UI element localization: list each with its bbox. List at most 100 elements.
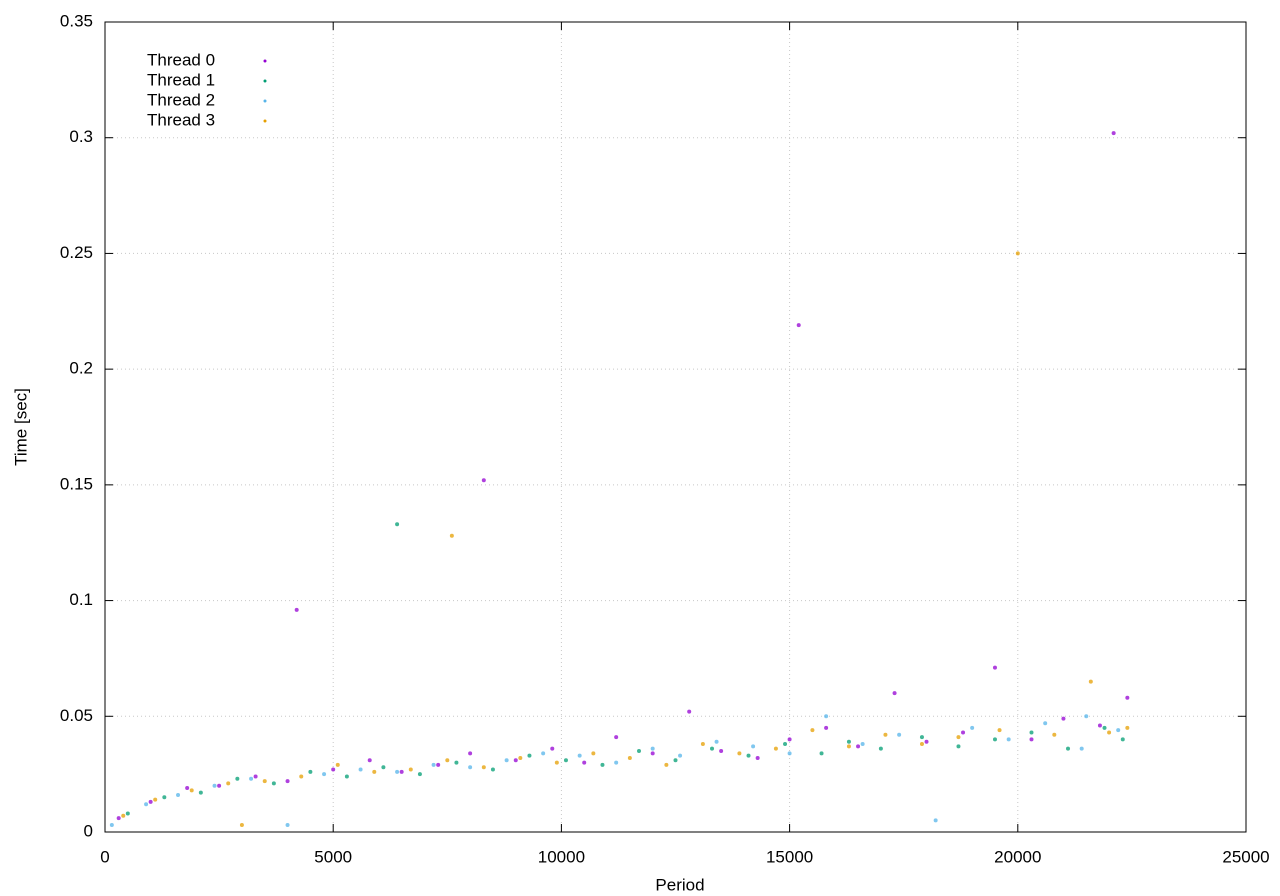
point <box>381 765 386 770</box>
point <box>408 767 413 772</box>
point <box>997 728 1002 733</box>
point <box>468 751 473 756</box>
x-tick-label: 15000 <box>766 847 813 866</box>
point <box>1015 251 1020 256</box>
point <box>153 797 158 802</box>
point <box>148 799 153 804</box>
legend-swatch <box>263 99 267 103</box>
legend-swatch <box>263 79 267 83</box>
legend-label: Thread 2 <box>147 90 215 109</box>
point <box>162 795 167 800</box>
y-tick-label: 0.1 <box>69 590 93 609</box>
point <box>856 744 861 749</box>
point <box>796 323 801 328</box>
point <box>846 744 851 749</box>
point <box>719 749 724 753</box>
y-tick-label: 0.25 <box>60 243 93 262</box>
point <box>176 792 181 797</box>
point <box>226 781 231 786</box>
point <box>1111 131 1116 136</box>
point <box>1102 725 1107 730</box>
point <box>650 751 655 756</box>
point <box>125 811 130 816</box>
point <box>751 744 756 749</box>
point <box>1097 723 1102 728</box>
x-tick-label: 20000 <box>994 847 1041 866</box>
point <box>755 755 760 760</box>
point <box>787 737 792 742</box>
point <box>714 739 719 744</box>
point <box>189 788 194 793</box>
point <box>992 665 997 670</box>
point <box>860 742 865 747</box>
point <box>541 751 546 756</box>
point <box>399 769 404 774</box>
point <box>109 823 114 828</box>
point <box>933 818 938 823</box>
point <box>1066 746 1071 751</box>
point <box>299 774 304 779</box>
y-tick-label: 0.3 <box>69 127 93 146</box>
point <box>554 760 559 765</box>
x-tick-label: 25000 <box>1222 847 1269 866</box>
point <box>919 735 924 740</box>
point <box>992 737 997 742</box>
point <box>198 790 203 795</box>
legend-label: Thread 1 <box>147 70 215 89</box>
point <box>144 802 149 807</box>
y-tick-label: 0.05 <box>60 706 93 725</box>
point <box>1125 695 1130 700</box>
point <box>454 760 459 765</box>
point <box>1061 716 1066 721</box>
point <box>614 735 619 740</box>
point <box>185 786 190 791</box>
point <box>235 776 240 781</box>
point <box>331 767 336 772</box>
y-tick-label: 0.2 <box>69 359 93 378</box>
point <box>358 767 363 772</box>
point <box>239 823 244 828</box>
point <box>212 783 217 788</box>
point <box>395 522 400 527</box>
point <box>591 751 596 756</box>
legend-label: Thread 3 <box>147 110 215 129</box>
point <box>878 746 883 751</box>
point <box>253 774 258 779</box>
point <box>372 769 377 774</box>
point <box>116 816 121 821</box>
point <box>664 762 669 767</box>
point <box>824 714 829 719</box>
point <box>892 691 897 696</box>
point <box>481 765 486 770</box>
point <box>961 730 966 735</box>
point <box>846 739 851 744</box>
point <box>956 744 961 749</box>
point <box>819 751 824 756</box>
point <box>673 758 678 763</box>
point <box>737 751 742 756</box>
point <box>687 709 692 714</box>
point <box>1052 732 1057 737</box>
plot-border <box>104 21 1247 833</box>
legend-swatch <box>263 59 267 63</box>
point <box>217 783 222 788</box>
point <box>550 746 555 751</box>
point <box>614 760 619 765</box>
point <box>883 732 888 737</box>
y-axis-label: Time [sec] <box>11 388 30 466</box>
point <box>490 767 495 772</box>
point <box>445 758 450 763</box>
point <box>1116 728 1121 733</box>
point <box>1029 730 1034 735</box>
point <box>1107 730 1112 735</box>
x-tick-label: 10000 <box>538 847 585 866</box>
point <box>449 533 454 538</box>
point <box>924 739 929 744</box>
legend-swatch <box>263 119 267 123</box>
point <box>1043 721 1048 726</box>
legend-label: Thread 0 <box>147 50 215 69</box>
point <box>335 762 340 767</box>
point <box>1006 737 1011 742</box>
point <box>527 753 532 758</box>
